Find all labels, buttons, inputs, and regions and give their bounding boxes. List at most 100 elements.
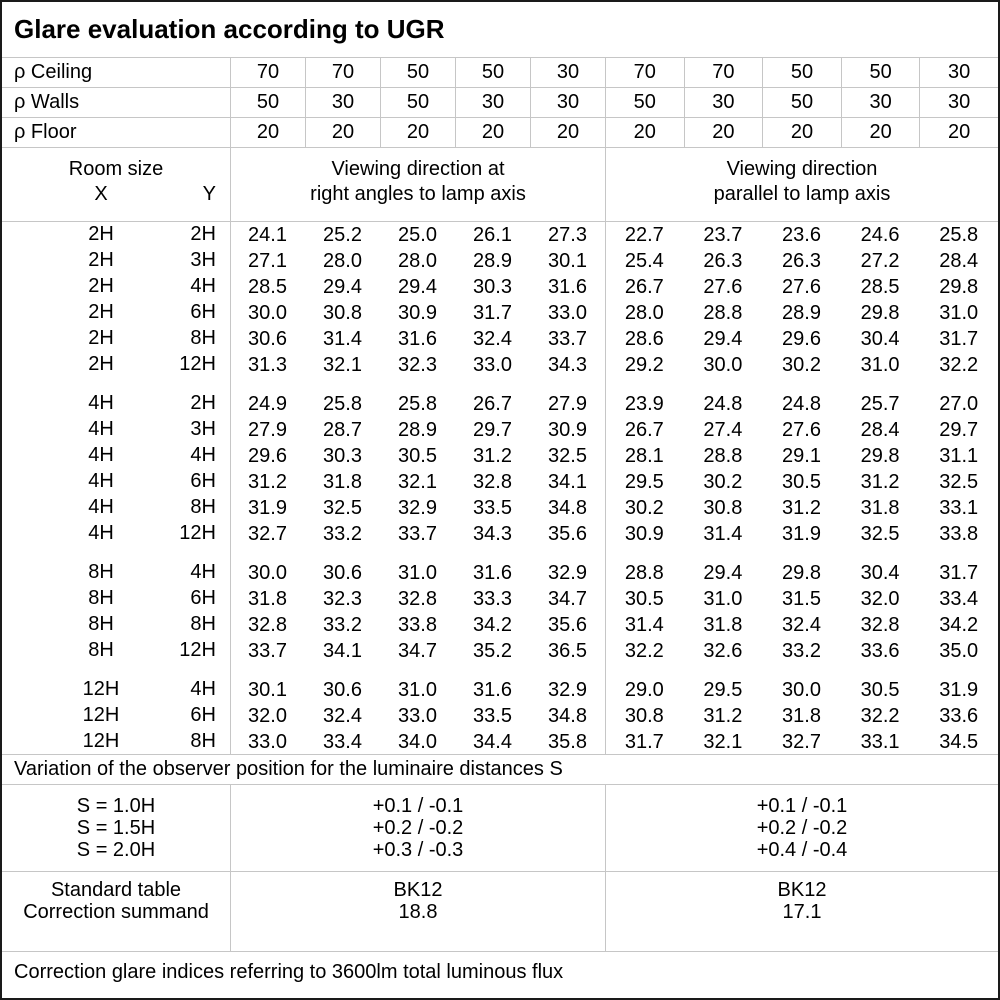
ugr-value-cell: 32.5 [323,497,362,519]
room-size-xy: 2H 2H [2,222,230,247]
ugr-value-cell: 31.8 [703,614,743,636]
ugr-value-cell: 32.5 [548,445,587,467]
room-x-value: 8H [88,613,114,635]
ugr-value-cell: 31.8 [782,705,821,727]
table-row: 2H 8H 30.6 31.4 31.6 32.4 33.7 28.6 29.4 29.6 30.4… [2,326,998,352]
spacing-value-right: +0.3 / -0.3 [372,839,464,861]
spacing-labels: S = 1.0H S = 1.5H S = 2.0H [2,785,230,871]
ugr-value-cell: 31.6 [473,562,512,584]
ugr-value-cell: 29.4 [398,276,437,298]
table-row: 2H 2H 24.1 25.2 25.0 26.1 27.3 22.7 23.7 23.6 24.6… [2,222,998,248]
ugr-value-cell: 34.0 [398,731,437,753]
room-y-value: 3H [190,418,216,440]
ugr-value-cell: 26.7 [473,393,512,415]
room-x-value: 4H [88,444,114,466]
ugr-value-cell: 30.2 [782,354,821,376]
ugr-value-cell: 31.3 [248,354,287,376]
room-x-value: 2H [88,301,114,323]
ugr-value-cell: 31.2 [782,497,821,519]
ugr-value-cell: 28.5 [860,276,900,298]
table-row: 4H 8H 31.9 32.5 32.9 33.5 34.8 30.2 30.8 31.2 31.8… [2,495,998,521]
reflectance-row-label: ρ Floor [14,121,77,143]
block-gap [2,378,998,391]
reflectance-row: ρ Floor 20 20 20 20 20 20 20 20 20 20 [2,118,998,148]
room-size-cell: 2H 2H [2,222,230,248]
group-header-right-angles-line1: Viewing direction at [331,158,505,180]
spacing-value-right: +0.1 / -0.1 [372,795,464,817]
ugr-value-cell: 31.8 [323,471,362,493]
table-row: 2H 6H 30.0 30.8 30.9 31.7 33.0 28.0 28.8 28.9 29.8… [2,300,998,326]
ugr-value-cell: 31.2 [248,471,287,493]
reflectance-value: 50 [455,58,530,87]
ugr-value-cell: 24.9 [248,393,287,415]
room-size-cell: 4H 2H [2,391,230,417]
reflectance-value: 20 [305,118,380,147]
ugr-value-cell: 30.5 [782,471,821,493]
ugr-value-cell: 34.5 [939,731,979,753]
ugr-value-cell: 32.6 [703,640,743,662]
room-x-value: 2H [88,223,114,245]
ugr-value-cell: 27.9 [548,393,587,415]
ugr-value-cell: 25.7 [860,393,900,415]
table-row: 4H 3H 27.9 28.7 28.9 29.7 30.9 26.7 27.4 27.6 28.4… [2,417,998,443]
room-size-xy: 4H 2H [2,391,230,416]
ugr-value-cell: 29.8 [939,276,979,298]
variation-note: Variation of the observer position for t… [2,755,998,785]
ugr-value-cell: 33.0 [398,705,437,727]
ugr-value-cell: 31.4 [703,523,743,545]
room-size-cell: 2H 12H [2,352,230,378]
reflectance-value: 70 [230,58,305,87]
ugr-value-cell: 35.6 [548,614,587,636]
block-gap [2,547,998,560]
ugr-value-cell: 31.0 [398,562,437,584]
ugr-value-cell: 30.1 [548,250,587,272]
room-size-xy: 8H 12H [2,638,230,663]
room-x-value: 12H [82,704,120,726]
spacing-value-parallel: +0.4 / -0.4 [756,839,848,861]
group-header-right-angles-line2: right angles to lamp axis [310,183,526,205]
ugr-value-cell: 32.8 [398,588,437,610]
ugr-value-cell: 32.4 [323,705,362,727]
standard-table-right-angles: BK12 [393,879,443,901]
ugr-value-cell: 28.5 [248,276,287,298]
ugr-value-cell: 29.7 [939,419,979,441]
ugr-value-cell: 32.9 [548,679,587,701]
ugr-value-cell: 31.7 [939,328,979,350]
reflectance-value: 20 [530,118,605,147]
room-y-value: 4H [190,561,216,583]
room-size-cell: 12H 8H [2,729,230,755]
room-y-value: 2H [190,392,216,414]
ugr-value-cell: 33.2 [323,614,362,636]
ugr-value-cell: 28.6 [624,328,664,350]
ugr-value-cell: 34.7 [398,640,437,662]
room-x-value: 8H [88,561,114,583]
room-size-cell: 4H 6H [2,469,230,495]
room-y-value: 6H [190,301,216,323]
room-size-xy: 12H 4H [2,677,230,702]
room-size-cell: 8H 12H [2,638,230,664]
ugr-value-cell: 33.4 [323,731,362,753]
ugr-value-cell: 29.1 [782,445,821,467]
ugr-value-cell: 29.7 [473,419,512,441]
ugr-value-cell: 32.1 [398,471,437,493]
ugr-value-cell: 30.0 [703,354,743,376]
reflectance-value: 70 [683,58,763,87]
ugr-value-cell: 34.1 [323,640,362,662]
ugr-value-cell: 30.8 [624,705,664,727]
room-y-value: 2H [190,223,216,245]
room-size-cell: 2H 8H [2,326,230,352]
summary-labels: Standard table Correction summand [2,872,230,951]
ugr-value-cell: 28.9 [398,419,437,441]
ugr-value-cell: 31.8 [860,497,900,519]
room-size-xy: 8H 8H [2,612,230,637]
room-x-value: 2H [88,249,114,271]
room-size-xy: 12H 6H [2,703,230,728]
ugr-value-cell: 29.5 [624,471,664,493]
ugr-value-cell: 30.3 [473,276,512,298]
reflectance-value: 30 [530,58,605,87]
room-y-value: 3H [190,249,216,271]
x-column-header: X [94,183,108,205]
ugr-value-cell: 30.6 [248,328,287,350]
ugr-value-cell: 32.7 [248,523,287,545]
block-gap [2,664,998,677]
